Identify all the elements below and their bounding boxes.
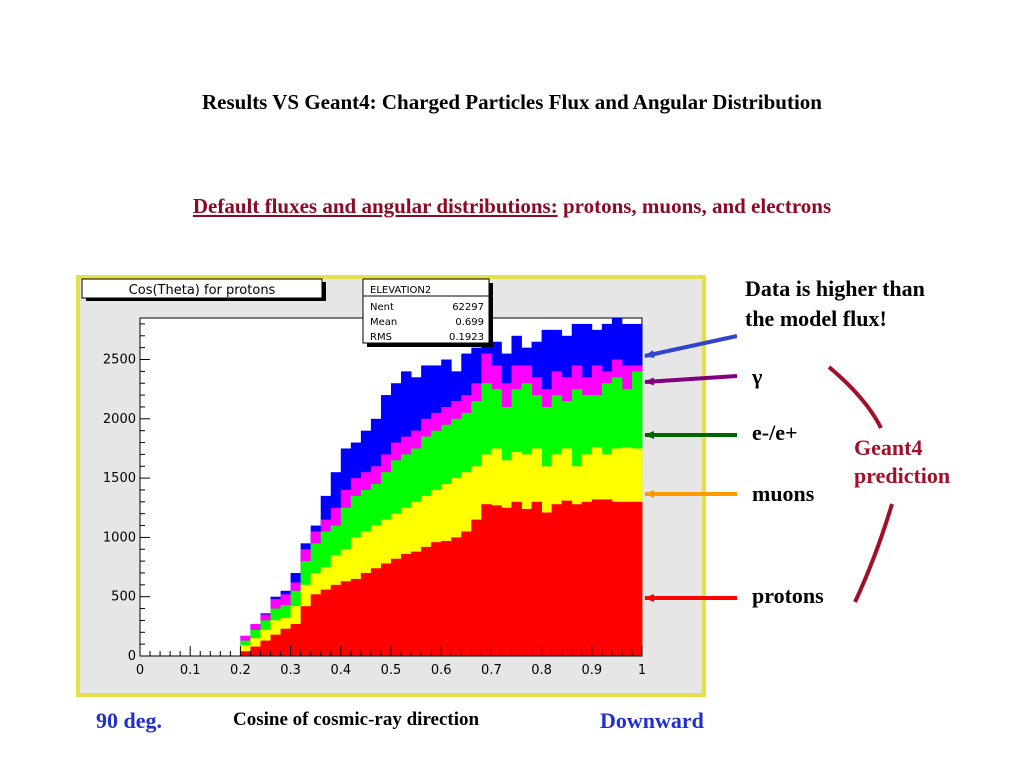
bar-protons-15 [391, 558, 402, 656]
x-tick-label-9: 0.9 [581, 663, 602, 678]
subtitle-underlined: Default fluxes and angular distributions… [192, 194, 558, 218]
bar-protons-28 [521, 508, 532, 656]
histogram-title-box: Cos(Theta) for protons [81, 278, 326, 301]
bar-protons-22 [461, 531, 472, 656]
bottom-right-label: Downward [600, 708, 704, 733]
bar-protons-4 [280, 628, 291, 656]
bar-protons-26 [501, 507, 512, 656]
y-tick-label-1: 500 [111, 590, 136, 605]
bar-protons-7 [310, 594, 322, 656]
bar-protons-14 [380, 563, 392, 656]
x-tick-label-1: 0.1 [180, 663, 201, 678]
bar-protons-6 [300, 606, 312, 656]
x-tick-label-8: 0.8 [531, 663, 552, 678]
x-tick-label-2: 0.2 [230, 663, 251, 678]
geant4-line1: Geant4 [854, 435, 923, 460]
label-muons: muons [752, 481, 815, 506]
y-tick-label-5: 2500 [103, 353, 136, 368]
stats-entries-value: 62297 [452, 302, 484, 313]
bar-protons-39 [631, 501, 643, 656]
data-higher-note: Data is higher than the model flux! [745, 274, 925, 334]
x-tick-label-0: 0 [136, 663, 144, 678]
bar-protons-20 [441, 540, 452, 656]
bar-protons-35 [591, 499, 603, 656]
bar-protons-34 [581, 501, 593, 656]
x-tick-label-6: 0.6 [431, 663, 452, 678]
bar-protons-27 [511, 501, 522, 656]
label-electrons: e-/e+ [752, 420, 798, 445]
bar-protons-5 [290, 623, 302, 656]
x-tick-label-10: 1 [638, 663, 646, 678]
bar-protons-16 [401, 554, 412, 656]
brace-lower [853, 503, 894, 603]
y-tick-label-0: 0 [128, 649, 136, 664]
bar-protons-3 [270, 634, 281, 656]
stats-box: ELEVATION2 Nent 62297 Mean 0.699 RMS 0.1… [362, 278, 493, 347]
bar-protons-21 [451, 537, 462, 656]
bottom-center-label: Cosine of cosmic-ray direction [233, 709, 480, 730]
x-tick-label-5: 0.5 [381, 663, 402, 678]
data-higher-line2: the model flux! [745, 306, 887, 331]
bar-protons-8 [320, 589, 332, 656]
data-higher-line1: Data is higher than [745, 276, 925, 301]
bar-protons-32 [561, 500, 573, 656]
bar-protons-0 [240, 651, 251, 656]
stats-mean-label: Mean [370, 317, 397, 328]
arrow-data [644, 334, 738, 358]
bar-protons-33 [571, 504, 583, 656]
axes: 0 0.1 0.2 0.3 0.4 0.5 0.6 0.7 0.8 0.9 1 0 500 1000 150… [103, 318, 646, 678]
y-tick-label-4: 2000 [103, 412, 136, 427]
bar-protons-10 [340, 581, 352, 656]
histogram-title: Cos(Theta) for protons [129, 283, 276, 298]
stats-rms-label: RMS [370, 332, 392, 343]
bar-protons-9 [330, 584, 342, 656]
bar-protons-30 [541, 512, 553, 656]
bar-protons-29 [531, 501, 542, 656]
bar-protons-25 [491, 505, 502, 656]
histogram-bars [240, 318, 643, 656]
bar-protons-12 [360, 572, 372, 656]
bar-protons-31 [551, 504, 563, 656]
bar-protons-19 [431, 542, 442, 656]
stats-entries-label: Nent [370, 302, 394, 313]
subtitle-rest: protons, muons, and electrons [557, 194, 832, 218]
bar-protons-2 [260, 640, 271, 656]
geant4-line2: prediction [854, 463, 951, 488]
bar-protons-37 [611, 501, 623, 656]
bar-protons-38 [621, 501, 633, 656]
bar-protons-23 [471, 519, 482, 656]
x-tick-label-4: 0.4 [330, 663, 351, 678]
bar-protons-17 [411, 551, 422, 656]
bottom-left-label: 90 deg. [96, 708, 162, 733]
geant4-prediction-label: Geant4 prediction [854, 434, 950, 490]
label-protons: protons [752, 583, 824, 608]
y-tick-label-3: 1500 [103, 471, 136, 486]
brace-upper [827, 365, 883, 429]
stats-rms-value: 0.1923 [449, 332, 484, 343]
bar-protons-18 [421, 546, 432, 656]
arrow-gamma [644, 374, 738, 386]
y-tick-label-2: 1000 [103, 530, 136, 545]
slide-title: Results VS Geant4: Charged Particles Flu… [202, 90, 822, 114]
bar-protons-36 [601, 499, 613, 656]
x-tick-label-3: 0.3 [280, 663, 301, 678]
slide-subtitle: Default fluxes and angular distributions… [0, 194, 1024, 219]
bar-protons-13 [370, 568, 382, 656]
bar-protons-11 [350, 578, 362, 656]
bar-protons-24 [481, 504, 492, 656]
bar-muons-0 [240, 645, 251, 656]
stats-name: ELEVATION2 [370, 285, 431, 296]
label-gamma: γ [752, 364, 763, 389]
bar-protons-1 [250, 646, 261, 656]
stats-mean-value: 0.699 [455, 317, 484, 328]
x-tick-label-7: 0.7 [481, 663, 502, 678]
